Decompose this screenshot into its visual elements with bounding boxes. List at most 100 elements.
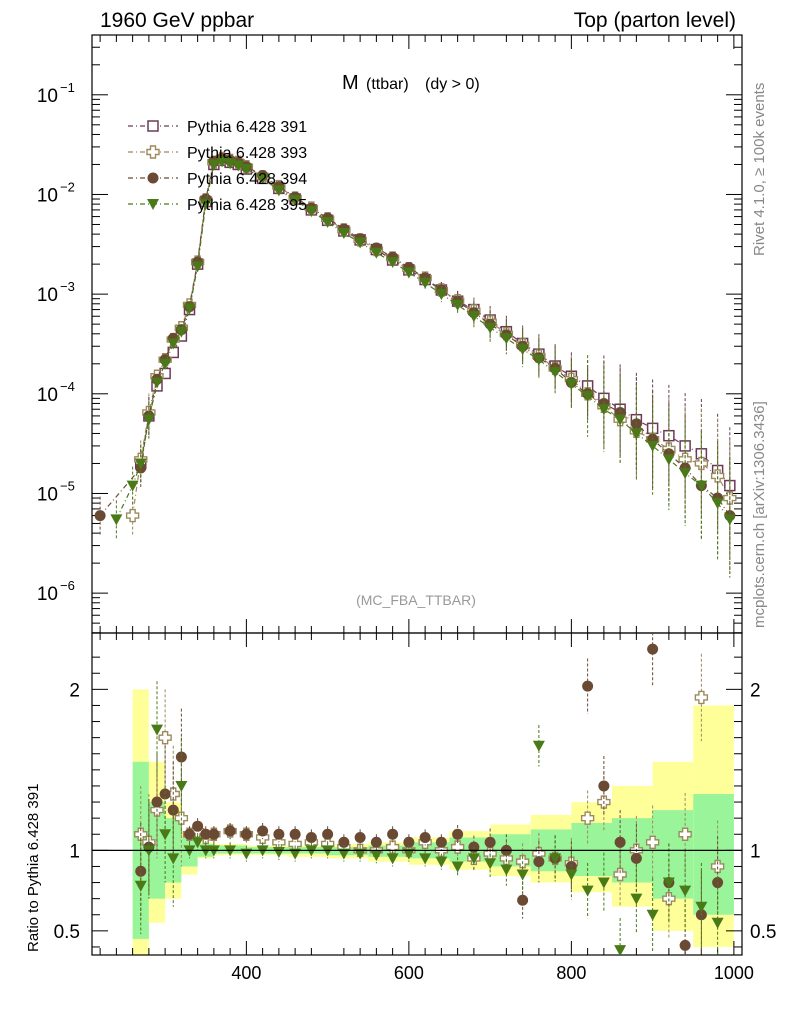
data-point <box>614 414 627 426</box>
ratio-point <box>403 836 415 848</box>
data-point <box>402 267 415 279</box>
ratio-point <box>484 858 497 870</box>
y-tick-label-exponent: −2 <box>60 179 75 194</box>
ratio-point <box>167 853 180 865</box>
data-point <box>386 257 399 269</box>
data-point <box>711 498 724 510</box>
y-tick-label-exponent: −6 <box>60 578 75 593</box>
ratio-point <box>597 877 610 889</box>
ratio-point <box>678 827 692 841</box>
ratio-point <box>645 835 660 849</box>
ratio-point <box>385 840 400 854</box>
ratio-point <box>467 853 480 865</box>
ratio-point <box>151 796 163 808</box>
y-tick-label-base: 10 <box>37 185 58 206</box>
legend: Pythia 6.428 391 Pythia 6.428 393 Pythia 6… <box>128 119 307 214</box>
ratio-point <box>289 848 302 860</box>
title-main: M <box>342 72 359 94</box>
inner-band-bin <box>571 822 612 877</box>
data-point <box>532 354 545 366</box>
data-point <box>289 194 302 206</box>
ratio-point <box>337 848 350 860</box>
ratio-tick-label-left: 0.5 <box>54 922 80 943</box>
y-tick-label-base: 10 <box>37 86 58 107</box>
data-point <box>94 510 106 522</box>
data-point <box>337 228 350 240</box>
ratio-point <box>614 945 627 955</box>
title-sub: (ttbar) <box>366 76 409 93</box>
ratio-point <box>134 880 147 892</box>
legend-marker <box>146 145 160 159</box>
ratio-point <box>710 859 725 874</box>
data-point <box>646 440 659 452</box>
title-tail: (dy > 0) <box>425 76 480 93</box>
ratio-tick-label-left: 2 <box>69 680 80 701</box>
ratio-point <box>565 869 578 881</box>
x-tick-label: 400 <box>231 963 261 983</box>
data-point <box>451 299 464 311</box>
ratio-point <box>240 828 252 840</box>
legend-label: Pythia 6.428 395 <box>187 197 307 214</box>
data-point <box>630 428 643 440</box>
data-point <box>272 185 285 197</box>
data-point <box>142 414 155 426</box>
ratio-point <box>354 831 366 843</box>
ratio-point <box>338 836 350 848</box>
ratio-point <box>679 885 692 897</box>
ratio-point <box>387 828 399 840</box>
inner-band-bin <box>368 845 409 857</box>
legend-label: Pythia 6.428 393 <box>187 145 307 162</box>
legend-marker <box>147 172 159 184</box>
ratio-y-label: Ratio to Pythia 6.428 391 <box>25 784 42 952</box>
ratio-point <box>240 848 253 860</box>
ratio-point <box>646 909 659 921</box>
data-point <box>516 344 529 356</box>
y-tick-label-base: 10 <box>37 484 58 505</box>
data-point <box>207 159 220 171</box>
data-point <box>723 514 736 526</box>
analysis-label: (MC_FBA_TTBAR) <box>356 592 476 608</box>
inner-band-bin <box>693 794 734 915</box>
ratio-point <box>613 867 627 882</box>
ratio-point <box>402 848 415 860</box>
header-right: Top (parton level) <box>574 9 736 32</box>
y-tick-label-exponent: −5 <box>60 478 75 493</box>
y-tick-label-exponent: −4 <box>60 379 75 394</box>
ratio-point <box>580 811 595 825</box>
ratio-point <box>151 724 163 736</box>
ratio-point <box>289 828 301 840</box>
data-point <box>435 289 448 301</box>
data-point <box>183 303 196 315</box>
ratio-point <box>175 751 187 763</box>
data-point <box>581 391 594 403</box>
ratio-point <box>191 837 204 849</box>
data-point <box>500 333 513 345</box>
ratio-point <box>158 730 172 745</box>
ratio-point <box>598 780 610 792</box>
x-tick-label: 600 <box>394 963 424 983</box>
ratio-point <box>192 820 204 832</box>
ratio-point <box>305 831 317 843</box>
ratio-point <box>630 893 643 905</box>
ratio-uncertainty-bands <box>132 689 734 955</box>
ratio-point <box>184 828 195 840</box>
data-point <box>549 367 562 379</box>
legend-marker <box>147 199 159 210</box>
data-point <box>597 404 610 416</box>
data-point <box>125 508 140 523</box>
ratio-point <box>435 856 448 868</box>
ratio-point <box>370 836 382 848</box>
main-series <box>94 151 737 578</box>
data-point <box>662 454 675 466</box>
ratio-point <box>533 856 545 868</box>
x-tick-label: 1000 <box>714 963 754 983</box>
ratio-point <box>370 850 383 862</box>
ratio-plot-frame <box>91 632 743 956</box>
y-tick-label-base: 10 <box>37 385 58 406</box>
data-point <box>256 173 269 185</box>
legend-marker <box>147 120 159 132</box>
legend-label: Pythia 6.428 394 <box>187 171 307 188</box>
data-point <box>151 377 163 389</box>
legend-label: Pythia 6.428 391 <box>187 119 307 136</box>
